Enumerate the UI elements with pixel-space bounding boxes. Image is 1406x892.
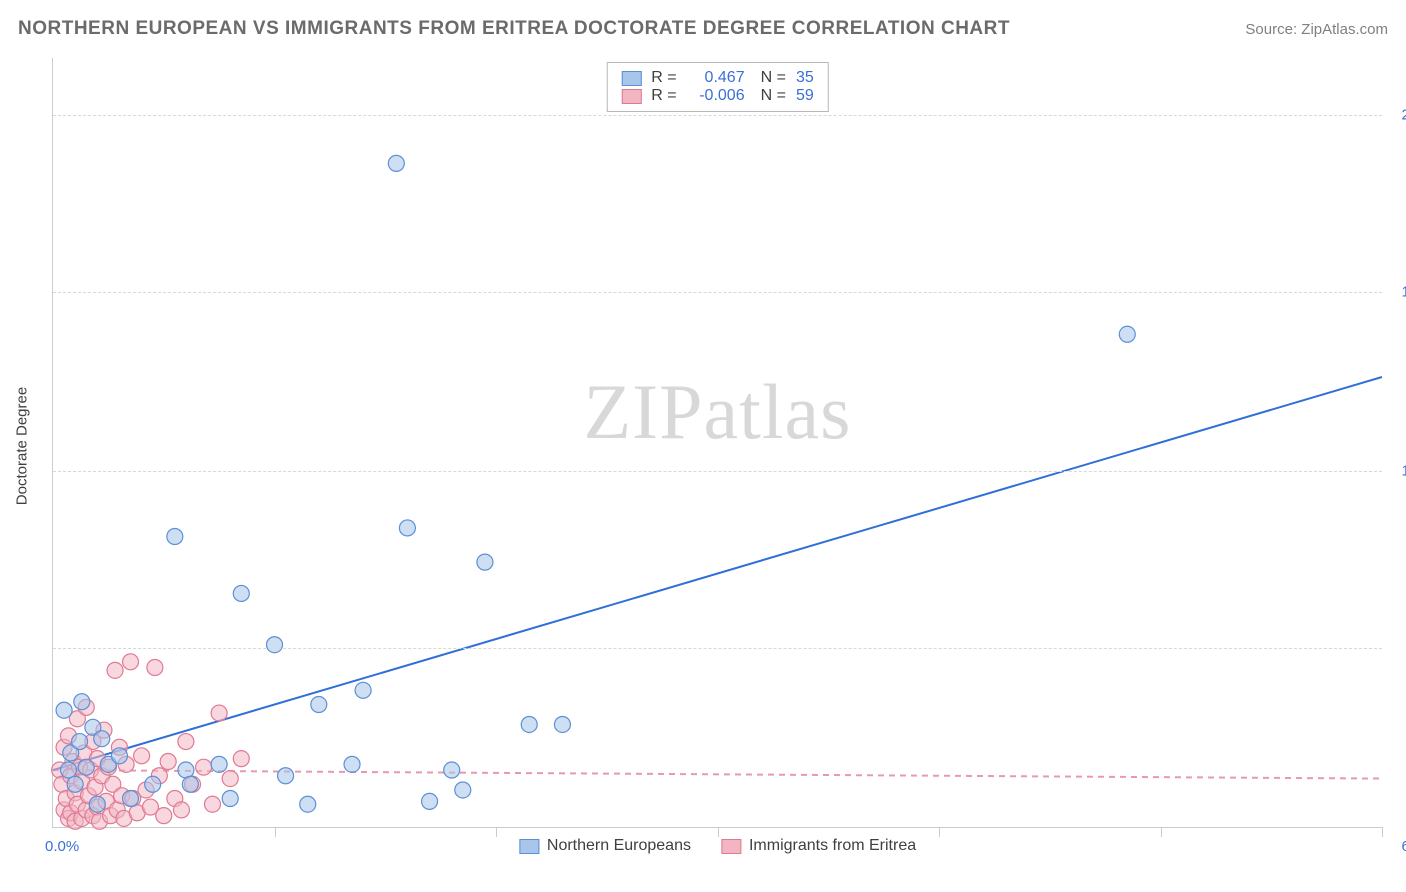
- r-value-2: -0.006: [687, 87, 745, 105]
- n-label: N =: [761, 69, 786, 87]
- n-value-1: 35: [796, 69, 814, 87]
- grid-line: [53, 471, 1382, 472]
- header: NORTHERN EUROPEAN VS IMMIGRANTS FROM ERI…: [18, 18, 1388, 40]
- swatch-series-1: [621, 71, 641, 86]
- source-prefix: Source:: [1245, 21, 1301, 38]
- trend-line: [53, 770, 1382, 779]
- data-point: [233, 585, 249, 601]
- data-point: [61, 762, 77, 778]
- data-point: [134, 748, 150, 764]
- data-point: [521, 716, 537, 732]
- data-point: [422, 793, 438, 809]
- legend-item-1: Northern Europeans: [519, 837, 691, 855]
- data-point: [399, 520, 415, 536]
- data-point: [204, 796, 220, 812]
- grid-line: [53, 648, 1382, 649]
- data-point: [78, 759, 94, 775]
- data-point: [344, 756, 360, 772]
- data-point: [233, 751, 249, 767]
- data-point: [1119, 326, 1135, 342]
- y-axis-title: Doctorate Degree: [14, 387, 31, 505]
- grid-line: [53, 292, 1382, 293]
- chart-title: NORTHERN EUROPEAN VS IMMIGRANTS FROM ERI…: [18, 18, 1010, 40]
- data-point: [196, 759, 212, 775]
- data-point: [72, 734, 88, 750]
- correlation-row-2: R = -0.006 N = 59: [621, 87, 813, 105]
- data-point: [74, 694, 90, 710]
- x-max-label: 60.0%: [1401, 838, 1406, 855]
- data-point: [211, 756, 227, 772]
- data-point: [167, 528, 183, 544]
- trend-line: [53, 377, 1382, 770]
- plot-area: ZIPatlas R = 0.467 N = 35 R = -0.006 N =…: [52, 58, 1382, 828]
- series-2-name: Immigrants from Eritrea: [749, 837, 916, 855]
- y-tick-label: 25.0%: [1401, 106, 1406, 123]
- n-label: N =: [761, 87, 786, 105]
- data-point: [178, 734, 194, 750]
- source-link[interactable]: ZipAtlas.com: [1301, 21, 1388, 38]
- data-point: [156, 808, 172, 824]
- data-point: [554, 716, 570, 732]
- n-value-2: 59: [796, 87, 814, 105]
- data-point: [311, 697, 327, 713]
- x-tick: [275, 827, 276, 837]
- r-label: R =: [651, 87, 676, 105]
- series-legend: Northern Europeans Immigrants from Eritr…: [519, 837, 916, 855]
- x-tick: [1382, 827, 1383, 837]
- data-point: [222, 771, 238, 787]
- data-point: [278, 768, 294, 784]
- data-point: [477, 554, 493, 570]
- r-label: R =: [651, 69, 676, 87]
- correlation-legend: R = 0.467 N = 35 R = -0.006 N = 59: [606, 62, 828, 112]
- data-point: [56, 702, 72, 718]
- x-origin-label: 0.0%: [45, 838, 79, 855]
- grid-line: [53, 115, 1382, 116]
- data-point: [211, 705, 227, 721]
- data-point: [173, 802, 189, 818]
- data-point: [145, 776, 161, 792]
- data-point: [67, 776, 83, 792]
- data-point: [160, 753, 176, 769]
- y-tick-label: 12.5%: [1401, 462, 1406, 479]
- x-tick: [939, 827, 940, 837]
- data-point: [182, 776, 198, 792]
- swatch-series-2-bottom: [721, 839, 741, 854]
- data-point: [178, 762, 194, 778]
- data-point: [147, 660, 163, 676]
- data-point: [388, 155, 404, 171]
- data-point: [222, 791, 238, 807]
- swatch-series-2: [621, 89, 641, 104]
- data-point: [89, 796, 105, 812]
- legend-item-2: Immigrants from Eritrea: [721, 837, 916, 855]
- data-point: [444, 762, 460, 778]
- x-tick: [496, 827, 497, 837]
- r-value-1: 0.467: [687, 69, 745, 87]
- data-point: [111, 748, 127, 764]
- source-credit: Source: ZipAtlas.com: [1245, 21, 1388, 38]
- data-point: [107, 662, 123, 678]
- data-point: [300, 796, 316, 812]
- chart-svg: [53, 58, 1382, 827]
- data-point: [355, 682, 371, 698]
- correlation-row-1: R = 0.467 N = 35: [621, 69, 813, 87]
- data-point: [455, 782, 471, 798]
- series-1-name: Northern Europeans: [547, 837, 691, 855]
- data-point: [94, 731, 110, 747]
- data-point: [123, 791, 139, 807]
- x-tick: [1161, 827, 1162, 837]
- x-tick: [718, 827, 719, 837]
- swatch-series-1-bottom: [519, 839, 539, 854]
- data-point: [123, 654, 139, 670]
- y-tick-label: 18.8%: [1401, 283, 1406, 300]
- data-point: [267, 637, 283, 653]
